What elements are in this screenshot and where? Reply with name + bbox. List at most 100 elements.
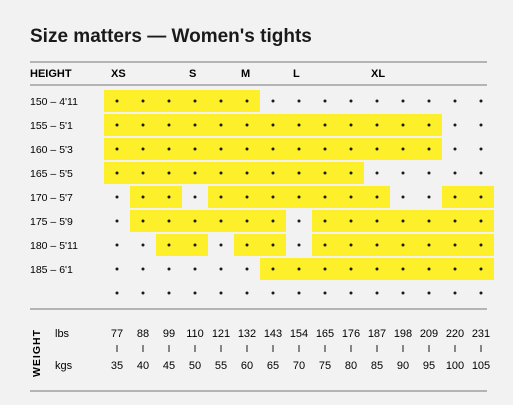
grid-dot [401, 267, 405, 271]
grid-dot [115, 99, 119, 103]
size-block-r7-2 [390, 258, 494, 280]
kgs-value: 45 [163, 360, 175, 372]
grid-dot [245, 243, 249, 247]
size-block-r6-0 [156, 234, 208, 256]
grid-dot [453, 243, 457, 247]
grid-dot [141, 195, 145, 199]
kgs-value: 70 [293, 360, 305, 372]
grid-dot [167, 147, 171, 151]
size-block-r4-0 [130, 186, 182, 208]
grid-dot [271, 171, 275, 175]
lbs-value: 165 [316, 328, 334, 340]
grid-dot [401, 291, 405, 295]
grid-dot [375, 195, 379, 199]
kgs-value: 65 [267, 360, 279, 372]
grid-dot [141, 219, 145, 223]
grid-dot [323, 171, 327, 175]
grid-dot [115, 195, 119, 199]
grid-dot [401, 195, 405, 199]
kgs-value: 85 [371, 360, 383, 372]
grid-dot [297, 243, 301, 247]
grid-dot [271, 267, 275, 271]
grid-dot [427, 291, 431, 295]
height-row-label: 185 – 6'1 [30, 264, 73, 276]
height-row-label: 160 – 5'3 [30, 144, 73, 156]
grid-dot [167, 99, 171, 103]
grid-dot [167, 123, 171, 127]
grid-dot [349, 267, 353, 271]
height-row-label: 180 – 5'11 [30, 240, 78, 252]
grid-dot [245, 171, 249, 175]
kgs-value: 50 [189, 360, 201, 372]
grid-dot [297, 219, 301, 223]
grid-dot [167, 219, 171, 223]
grid-dot [115, 147, 119, 151]
grid-dot [167, 243, 171, 247]
grid-dot [479, 99, 483, 103]
grid-dot [349, 291, 353, 295]
grid-dot [193, 147, 197, 151]
grid-dot [453, 291, 457, 295]
grid-dot [479, 123, 483, 127]
size-label-xl: XL [371, 68, 385, 80]
grid-dot [453, 219, 457, 223]
grid-dot [297, 123, 301, 127]
size-block-r2-2 [260, 138, 364, 160]
grid-dot [323, 291, 327, 295]
grid-dot [271, 99, 275, 103]
grid-dot [323, 243, 327, 247]
grid-dot [375, 243, 379, 247]
grid-dot [349, 195, 353, 199]
grid-dot [401, 219, 405, 223]
grid-dot [401, 171, 405, 175]
grid-dot [219, 171, 223, 175]
grid-dot [375, 171, 379, 175]
grid-dot [349, 147, 353, 151]
grid-dot [115, 219, 119, 223]
size-label-xs: XS [111, 68, 126, 80]
grid-dot [193, 267, 197, 271]
grid-dot [297, 195, 301, 199]
grid-dot [271, 123, 275, 127]
grid-dot [349, 99, 353, 103]
grid-dot [193, 243, 197, 247]
kgs-value: 105 [472, 360, 490, 372]
size-block-r6-3 [390, 234, 494, 256]
grid-dot [401, 147, 405, 151]
grid-dot [427, 243, 431, 247]
grid-dot [193, 171, 197, 175]
grid-dot [323, 219, 327, 223]
grid-dot [375, 219, 379, 223]
size-label-s: S [189, 68, 196, 80]
height-row-label: 155 – 5'1 [30, 120, 73, 132]
lbs-value: 121 [212, 328, 230, 340]
grid-dot [141, 291, 145, 295]
grid-dot [427, 195, 431, 199]
grid-dot [427, 123, 431, 127]
grid-dot [219, 99, 223, 103]
lbs-value: 77 [111, 328, 123, 340]
kgs-value: 35 [111, 360, 123, 372]
grid-dot [167, 291, 171, 295]
lbs-value: 187 [368, 328, 386, 340]
grid-dot [193, 123, 197, 127]
lbs-value: 198 [394, 328, 412, 340]
grid-dot [219, 267, 223, 271]
kgs-value: 40 [137, 360, 149, 372]
grid-dot [245, 267, 249, 271]
grid-dot [219, 123, 223, 127]
grid-dot [401, 243, 405, 247]
grid-dot [349, 123, 353, 127]
height-row-label: 170 – 5'7 [30, 192, 73, 204]
kgs-value: 80 [345, 360, 357, 372]
grid-dot [245, 291, 249, 295]
grid-dot [141, 267, 145, 271]
grid-dot [167, 267, 171, 271]
grid-dot [271, 147, 275, 151]
grid-dot [167, 195, 171, 199]
size-label-m: M [241, 68, 250, 80]
grid-dot [115, 123, 119, 127]
height-row-label: 165 – 5'5 [30, 168, 73, 180]
lbs-value: 231 [472, 328, 490, 340]
